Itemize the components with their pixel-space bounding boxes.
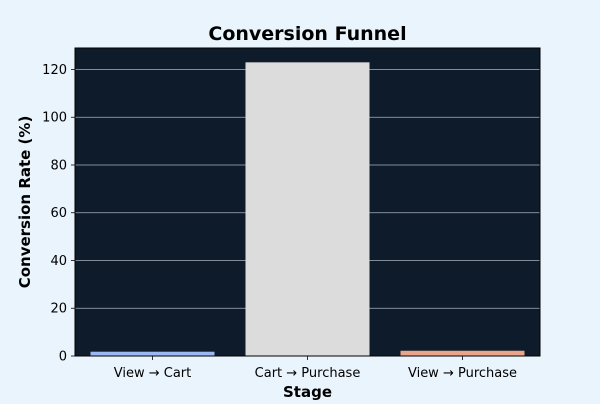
bar-1 — [90, 351, 215, 356]
x-tick-label: Cart → Purchase — [255, 366, 361, 381]
y-axis-label: Conversion Rate (%) — [16, 116, 34, 289]
plot-border — [74, 47, 541, 357]
y-tick-label: 100 — [42, 111, 67, 126]
bar-2 — [245, 62, 370, 356]
x-axis-label: Stage — [283, 383, 332, 400]
y-tick-label: 20 — [50, 302, 67, 317]
chart-title: Conversion Funnel — [208, 23, 406, 45]
y-tick-label: 0 — [59, 350, 67, 365]
y-tick-label: 40 — [50, 254, 67, 269]
x-tick-label: View → Cart — [114, 366, 192, 381]
y-tick-label: 60 — [50, 206, 67, 221]
x-tick-label: View → Purchase — [408, 366, 517, 381]
bar-3 — [400, 350, 525, 356]
bars — [90, 62, 525, 356]
y-axis-ticks: 0 20 40 60 80 100 120 — [42, 63, 75, 365]
x-axis-ticks: View → Cart Cart → Purchase View → Purchas… — [114, 356, 517, 381]
y-tick-label: 80 — [50, 158, 67, 173]
y-tick-label: 120 — [42, 63, 67, 78]
